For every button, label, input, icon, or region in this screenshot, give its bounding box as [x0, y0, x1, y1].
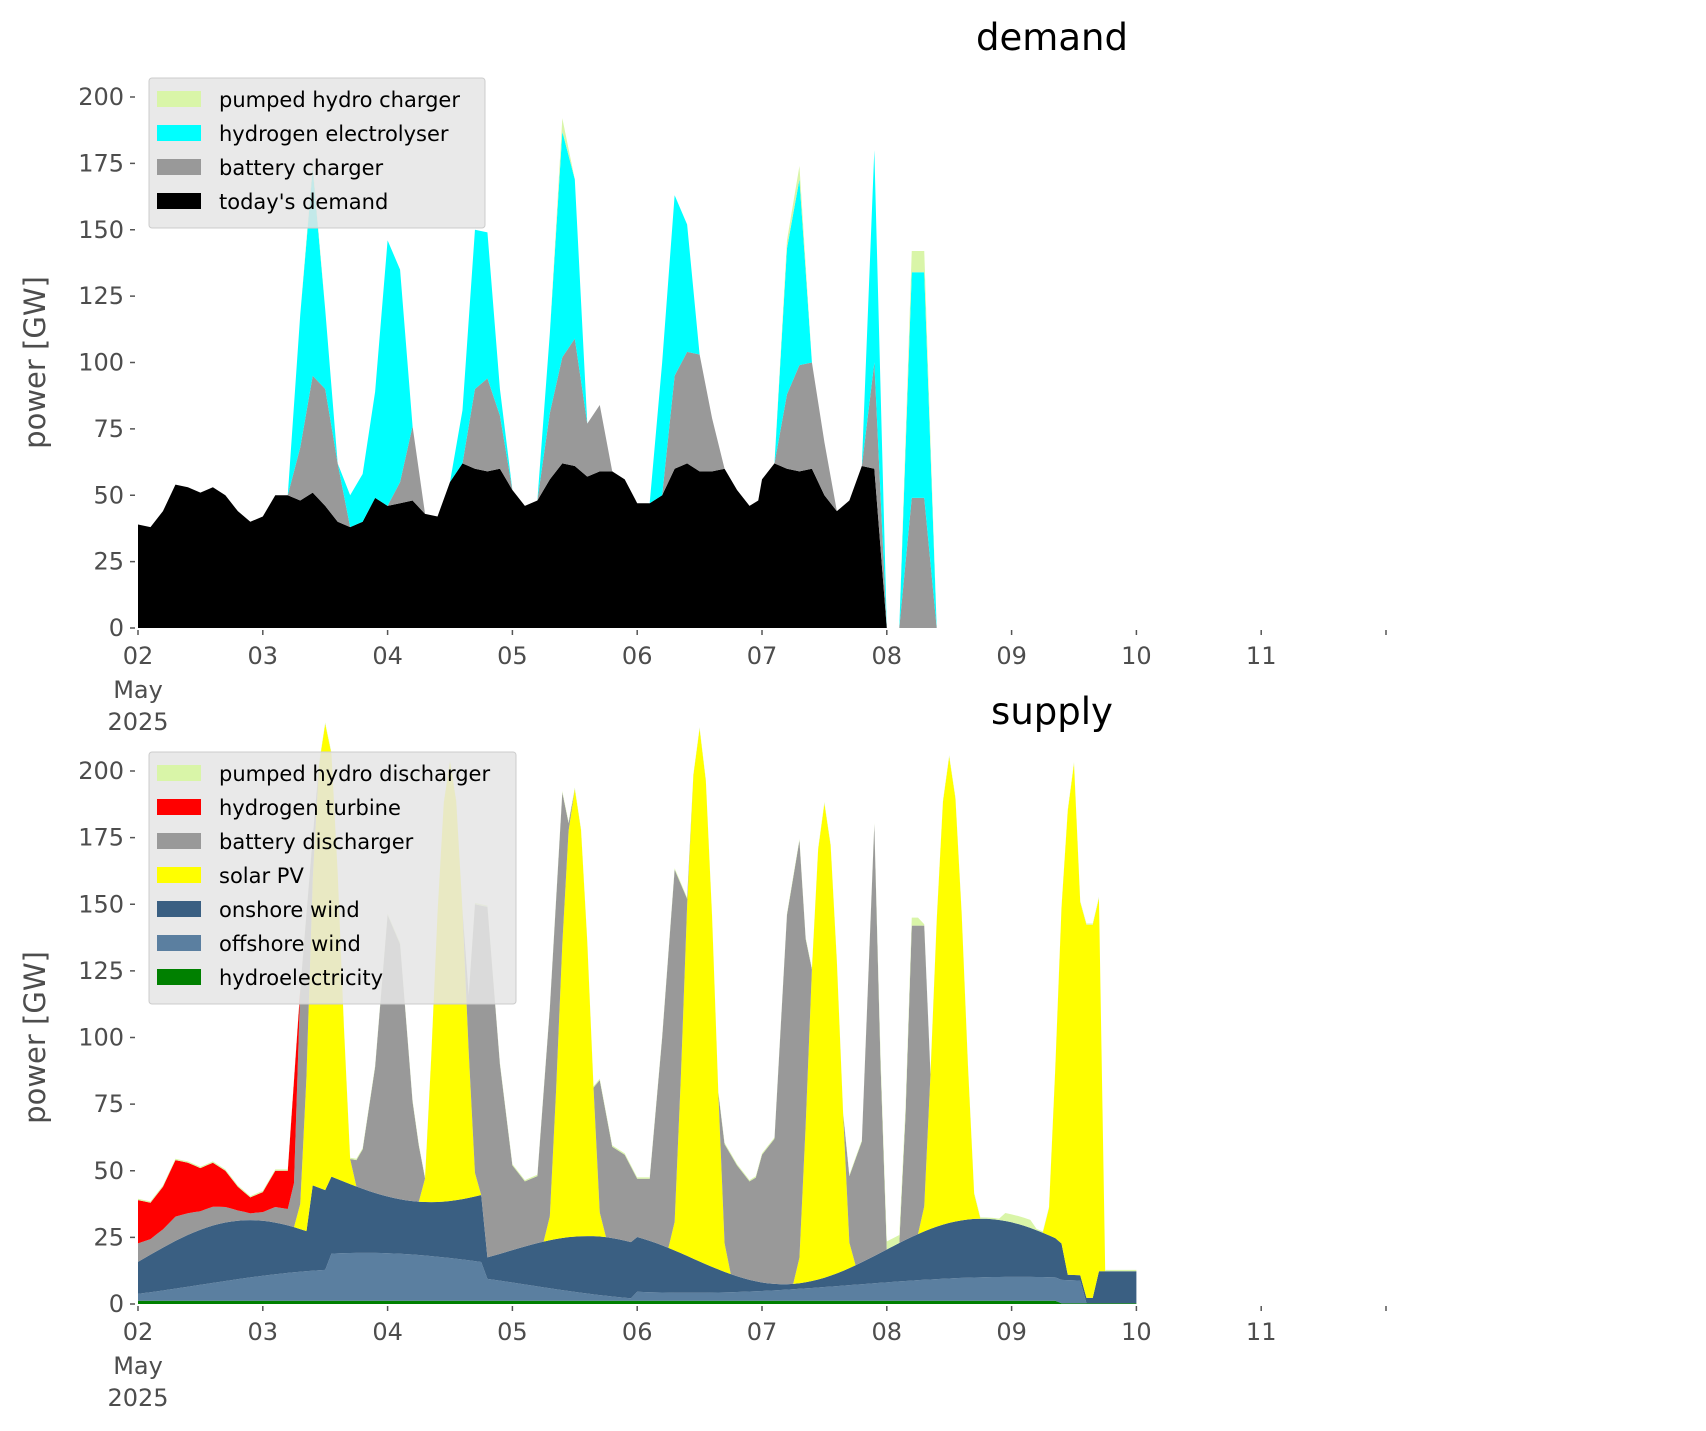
x-tick-label: 05 — [497, 642, 528, 670]
legend-label: hydroelectricity — [219, 966, 383, 990]
area-series-onshore-wind — [138, 1176, 1137, 1304]
y-tick-label: 50 — [93, 481, 124, 509]
x-tick-label: 06 — [622, 1318, 653, 1346]
y-tick-label: 125 — [78, 282, 124, 310]
x-tick-label: 10 — [1121, 642, 1152, 670]
y-tick-label: 25 — [93, 548, 124, 576]
chart-title: supply — [991, 690, 1113, 733]
x-tick-label: 02 — [123, 1318, 154, 1346]
legend-swatch — [157, 833, 201, 849]
y-tick-label: 100 — [78, 349, 124, 377]
legend-label: pumped hydro discharger — [219, 762, 490, 786]
legend-swatch — [157, 799, 201, 815]
x-tick-label: 10 — [1121, 1318, 1152, 1346]
legend-swatch — [157, 193, 201, 209]
y-tick-label: 200 — [78, 757, 124, 785]
legend-label: pumped hydro charger — [219, 88, 460, 112]
x-tick-label: 05 — [497, 1318, 528, 1346]
area-series-today-s-demand — [138, 463, 1137, 628]
legend-label: battery discharger — [219, 830, 414, 854]
x-tick-label: 08 — [872, 1318, 903, 1346]
legend-label: today's demand — [219, 190, 388, 214]
legend-swatch — [157, 901, 201, 917]
x-tick-label: 03 — [248, 642, 279, 670]
area-series-hydroelectricity — [138, 1300, 1137, 1304]
x-tick-sublabel: 2025 — [107, 708, 168, 736]
legend-label: offshore wind — [219, 932, 361, 956]
area-series-battery-discharger — [138, 723, 1137, 1285]
x-tick-label: 06 — [622, 642, 653, 670]
y-tick-label: 100 — [78, 1024, 124, 1052]
y-tick-label: 0 — [109, 1290, 124, 1318]
x-tick-sublabel: 2025 — [107, 1384, 168, 1412]
x-tick-label: 09 — [996, 642, 1027, 670]
y-tick-label: 150 — [78, 890, 124, 918]
legend-label: hydrogen turbine — [219, 796, 401, 820]
y-tick-label: 200 — [78, 83, 124, 111]
x-tick-label: 08 — [872, 642, 903, 670]
y-tick-label: 150 — [78, 216, 124, 244]
y-tick-label: 0 — [109, 614, 124, 642]
legend-swatch — [157, 159, 201, 175]
chart-panel-demand: demand power [GW] 0 25 50 75 100 125 150 175 200 02… — [18, 16, 1387, 736]
legend-swatch — [157, 765, 201, 781]
area-series-solar-pv — [138, 723, 1137, 1298]
x-tick-label: 02 — [123, 642, 154, 670]
x-tick-label: 09 — [996, 1318, 1027, 1346]
x-tick-label: 04 — [372, 642, 403, 670]
legend-label: solar PV — [219, 864, 304, 888]
y-tick-label: 75 — [93, 415, 124, 443]
y-axis-label: power [GW] — [18, 951, 52, 1124]
legend-label: hydrogen electrolyser — [219, 122, 449, 146]
area-series-battery-charger — [138, 338, 1137, 628]
chart-panel-supply: supply power [GW] 0 25 50 75 100 125 150 175 200 02… — [18, 690, 1387, 1412]
y-tick-label: 50 — [93, 1157, 124, 1185]
x-tick-label: 07 — [747, 1318, 778, 1346]
y-tick-label: 175 — [78, 824, 124, 852]
y-tick-label: 75 — [93, 1090, 124, 1118]
area-series-offshore-wind — [138, 1252, 1137, 1304]
area-series-hydrogen-electrolyser — [138, 131, 1137, 628]
legend-box — [148, 751, 517, 1005]
x-tick-label: 07 — [747, 642, 778, 670]
chart-title: demand — [976, 16, 1128, 59]
x-tick-label: 04 — [372, 1318, 403, 1346]
y-tick-label: 125 — [78, 957, 124, 985]
x-tick-sublabel: May — [113, 1352, 163, 1380]
x-tick-label: 03 — [248, 1318, 279, 1346]
x-tick-label: 11 — [1246, 642, 1277, 670]
legend-swatch — [157, 91, 201, 107]
legend-label: onshore wind — [219, 898, 360, 922]
legend-swatch — [157, 867, 201, 883]
y-axis-label: power [GW] — [18, 276, 52, 449]
y-tick-label: 175 — [78, 149, 124, 177]
y-tick-label: 25 — [93, 1223, 124, 1251]
legend-label: battery charger — [219, 156, 384, 180]
x-tick-label: 11 — [1246, 1318, 1277, 1346]
legend-swatch — [157, 969, 201, 985]
legend-swatch — [157, 935, 201, 951]
x-tick-sublabel: May — [113, 676, 163, 704]
legend-swatch — [157, 125, 201, 141]
legend-box — [148, 77, 486, 229]
